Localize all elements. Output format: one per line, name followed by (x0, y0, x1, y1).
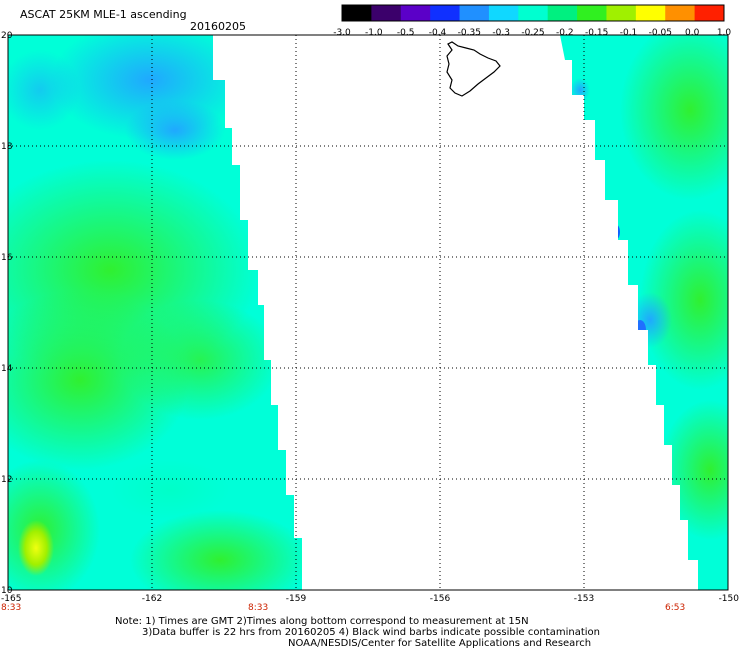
lat-tick-label: 20 (1, 31, 13, 41)
colorbar-swatch (342, 5, 372, 21)
colorbar-swatch (577, 5, 607, 21)
colorbar-label: -0.05 (649, 28, 672, 38)
colorbar-label: -0.15 (585, 28, 608, 38)
colorbar-label: -0.35 (458, 28, 481, 38)
map-date: 20160205 (190, 20, 246, 33)
colorbar-label: -0.1 (620, 28, 638, 38)
lon-tick-label: -159 (286, 594, 307, 604)
colorbar-label: -0.2 (556, 28, 574, 38)
lon-tick-label: -162 (142, 594, 162, 604)
colorbar-swatch (694, 5, 725, 21)
lat-tick-label: 10 (1, 586, 13, 596)
colorbar-swatch (518, 5, 549, 21)
colorbar-label: -0.25 (521, 28, 544, 38)
colorbar-swatch (430, 5, 461, 21)
hawaii-coastline (446, 41, 501, 97)
right-swath (560, 35, 728, 590)
colorbar-swatch (606, 5, 637, 21)
colorbar-swatch (400, 5, 431, 21)
colorbar-swatch (488, 5, 519, 21)
colorbar-label: -0.4 (429, 28, 447, 38)
colorbar-label: -0.3 (492, 28, 510, 38)
colorbar-label: 1.0 (717, 28, 732, 38)
time-labels: 8:33 8:33 6:53 (1, 603, 685, 613)
lat-tick-label: 16 (1, 253, 13, 263)
longitude-labels: -165 -162 -159 -156 -153 -150 (1, 594, 739, 604)
colorbar-label: 0.0 (685, 28, 700, 38)
colorbar-swatch (635, 5, 666, 21)
left-swath (8, 35, 302, 590)
lat-lon-grid (8, 35, 728, 590)
lat-tick-label: 18 (1, 142, 13, 152)
note-line-1: Note: 1) Times are GMT 2)Times along bot… (115, 616, 529, 627)
time-label: 6:53 (665, 603, 685, 613)
colorbar-label: -0.5 (397, 28, 415, 38)
note-line-2: 3)Data buffer is 22 hrs from 20160205 4)… (142, 627, 600, 638)
lat-tick-label: 12 (1, 475, 12, 485)
lat-tick-label: 14 (1, 364, 13, 374)
map-frame (7, 34, 729, 591)
lon-tick-label: -156 (430, 594, 451, 604)
lon-tick-label: -165 (1, 594, 21, 604)
lon-tick-label: -150 (719, 594, 740, 604)
colorbar-label: -1.0 (365, 28, 383, 38)
map-title: ASCAT 25KM MLE-1 ascending (20, 8, 187, 21)
time-label: 8:33 (248, 603, 268, 613)
lon-tick-label: -153 (574, 594, 594, 604)
note-line-3: NOAA/NESDIS/Center for Satellite Applica… (288, 638, 592, 649)
latitude-labels: 20 18 16 14 12 10 (1, 31, 13, 596)
colorbar: -3.0 -1.0 -0.5 -0.4 -0.35 -0.3 -0.25 -0.2 -0.15 -… (333, 4, 732, 38)
colorbar-swatch (371, 5, 402, 21)
colorbar-swatch (459, 5, 490, 21)
time-label: 8:33 (1, 603, 21, 613)
colorbar-label: -3.0 (333, 28, 351, 38)
colorbar-swatch (547, 5, 578, 21)
colorbar-swatch (665, 5, 696, 21)
